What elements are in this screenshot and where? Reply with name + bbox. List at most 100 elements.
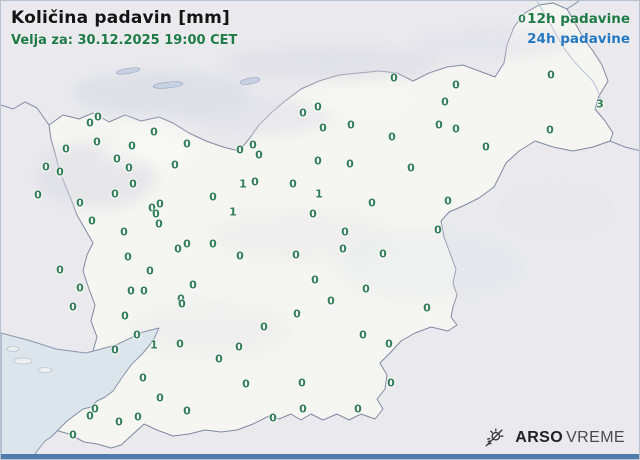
station-value[interactable]: 1 xyxy=(315,187,323,201)
station-value[interactable]: 0 xyxy=(236,143,244,157)
station-value[interactable]: 0 xyxy=(359,328,367,342)
station-value[interactable]: 0 xyxy=(339,242,347,256)
station-value[interactable]: 0 xyxy=(346,157,354,171)
station-value[interactable]: 0 xyxy=(76,281,84,295)
station-value[interactable]: 0 xyxy=(435,118,443,132)
link-24h-padavine[interactable]: 24h padavine xyxy=(527,31,630,48)
station-value[interactable]: 0 xyxy=(354,402,362,416)
station-value[interactable]: 0 xyxy=(69,300,77,314)
station-value[interactable]: 0 xyxy=(547,68,555,82)
station-value[interactable]: 0 xyxy=(390,71,398,85)
station-value[interactable]: 0 xyxy=(242,377,250,391)
station-value[interactable]: 0 xyxy=(139,371,147,385)
station-value[interactable]: 0 xyxy=(88,214,96,228)
station-value[interactable]: 0 xyxy=(140,284,148,298)
station-value[interactable]: 0 xyxy=(236,249,244,263)
station-value[interactable]: 0 xyxy=(111,343,119,357)
station-value[interactable]: 0 xyxy=(148,201,156,215)
station-value[interactable]: 0 xyxy=(94,110,102,124)
station-value[interactable]: 0 xyxy=(133,328,141,342)
station-value[interactable]: 0 xyxy=(292,248,300,262)
station-value[interactable]: 0 xyxy=(34,188,42,202)
station-value[interactable]: 0 xyxy=(518,12,526,26)
station-value[interactable]: 0 xyxy=(127,284,135,298)
station-value[interactable]: 0 xyxy=(251,175,259,189)
station-value[interactable]: 0 xyxy=(209,190,217,204)
station-value[interactable]: 0 xyxy=(434,223,442,237)
station-value[interactable]: 0 xyxy=(120,225,128,239)
station-value[interactable]: 0 xyxy=(125,161,133,175)
station-value[interactable]: 0 xyxy=(155,217,163,231)
station-value[interactable]: 0 xyxy=(176,337,184,351)
station-value[interactable]: 0 xyxy=(309,207,317,221)
station-value[interactable]: 0 xyxy=(423,301,431,315)
station-value[interactable]: 0 xyxy=(150,125,158,139)
station-value[interactable]: 0 xyxy=(452,78,460,92)
station-value[interactable]: 0 xyxy=(452,122,460,136)
station-value[interactable]: 0 xyxy=(177,292,185,306)
station-value[interactable]: 0 xyxy=(209,237,217,251)
station-value[interactable]: 0 xyxy=(255,148,263,162)
station-value[interactable]: 0 xyxy=(69,428,77,442)
arso-vreme-logo[interactable]: ARSO VREME xyxy=(484,427,625,448)
station-value[interactable]: 0 xyxy=(128,139,136,153)
station-value[interactable]: 0 xyxy=(189,278,197,292)
station-value[interactable]: 0 xyxy=(156,197,164,211)
station-value[interactable]: 0 xyxy=(115,415,123,429)
station-value[interactable]: 0 xyxy=(86,409,94,423)
station-value[interactable]: 0 xyxy=(249,138,257,152)
station-value[interactable]: 0 xyxy=(269,411,277,425)
station-value[interactable]: 0 xyxy=(56,165,64,179)
station-value[interactable]: 0 xyxy=(91,402,99,416)
station-value[interactable]: 0 xyxy=(215,352,223,366)
station-value[interactable]: 0 xyxy=(86,116,94,130)
station-value[interactable]: 0 xyxy=(289,177,297,191)
station-value[interactable]: 0 xyxy=(441,95,449,109)
station-value[interactable]: 0 xyxy=(327,294,335,308)
station-value[interactable]: 0 xyxy=(235,340,243,354)
station-value[interactable]: 0 xyxy=(311,273,319,287)
station-value[interactable]: 1 xyxy=(150,338,158,352)
station-value[interactable]: 0 xyxy=(298,376,306,390)
station-value[interactable]: 0 xyxy=(407,161,415,175)
station-value[interactable]: 0 xyxy=(156,391,164,405)
station-value[interactable]: 0 xyxy=(546,123,554,137)
station-value[interactable]: 0 xyxy=(444,194,452,208)
station-value[interactable]: 1 xyxy=(239,177,247,191)
station-value[interactable]: 0 xyxy=(152,207,160,221)
station-value[interactable]: 0 xyxy=(62,142,70,156)
station-value[interactable]: 0 xyxy=(171,158,179,172)
station-value[interactable]: 0 xyxy=(319,121,327,135)
station-value[interactable]: 0 xyxy=(183,237,191,251)
station-value[interactable]: 0 xyxy=(341,225,349,239)
station-value[interactable]: 0 xyxy=(482,140,490,154)
station-value[interactable]: 0 xyxy=(260,320,268,334)
station-value[interactable]: 0 xyxy=(174,242,182,256)
station-value[interactable]: 0 xyxy=(379,247,387,261)
station-value[interactable]: 0 xyxy=(368,196,376,210)
link-12h-padavine[interactable]: 12h padavine xyxy=(527,11,630,27)
station-value[interactable]: 0 xyxy=(76,196,84,210)
station-value[interactable]: 0 xyxy=(385,337,393,351)
station-value[interactable]: 0 xyxy=(293,307,301,321)
station-value[interactable]: 0 xyxy=(113,152,121,166)
station-value[interactable]: 0 xyxy=(183,137,191,151)
station-value[interactable]: 0 xyxy=(183,404,191,418)
station-value[interactable]: 0 xyxy=(42,160,50,174)
station-value[interactable]: 0 xyxy=(124,250,132,264)
station-value[interactable]: 0 xyxy=(134,410,142,424)
station-value[interactable]: 0 xyxy=(299,106,307,120)
station-value[interactable]: 0 xyxy=(388,130,396,144)
station-value[interactable]: 0 xyxy=(347,118,355,132)
station-value[interactable]: 0 xyxy=(362,282,370,296)
station-value[interactable]: 0 xyxy=(314,100,322,114)
station-value[interactable]: 0 xyxy=(111,187,119,201)
station-value[interactable]: 0 xyxy=(93,135,101,149)
station-value[interactable]: 0 xyxy=(314,154,322,168)
station-value[interactable]: 0 xyxy=(56,263,64,277)
station-value[interactable]: 0 xyxy=(387,376,395,390)
station-value[interactable]: 0 xyxy=(178,297,186,311)
station-value[interactable]: 3 xyxy=(596,97,604,111)
station-value[interactable]: 0 xyxy=(299,402,307,416)
station-value[interactable]: 0 xyxy=(129,177,137,191)
